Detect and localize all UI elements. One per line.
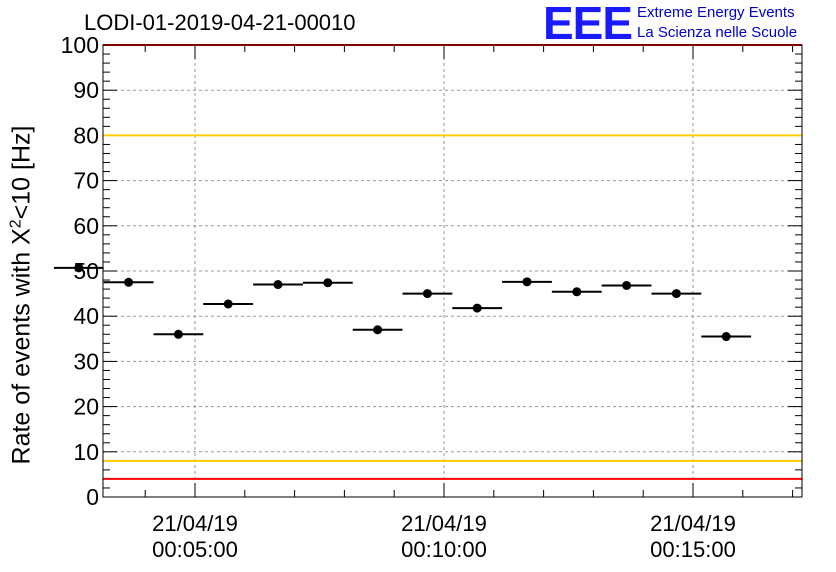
y-tick-label: 70 bbox=[73, 168, 99, 194]
data-point bbox=[622, 280, 632, 290]
x-tick-time: 00:05:00 bbox=[152, 537, 238, 562]
data-point bbox=[522, 277, 532, 287]
data-point bbox=[472, 303, 482, 313]
y-tick-label: 40 bbox=[73, 303, 99, 329]
logo-line-2: La Scienza nelle Scuole bbox=[637, 24, 798, 41]
data-point bbox=[572, 287, 582, 297]
y-tick-label: 90 bbox=[73, 77, 99, 103]
logo-caption: Extreme Energy Events La Scienza nelle S… bbox=[637, 3, 797, 43]
y-tick-label: 0 bbox=[86, 484, 99, 510]
data-point bbox=[422, 289, 432, 299]
data-point bbox=[273, 280, 283, 290]
y-tick-label: 10 bbox=[73, 439, 99, 465]
y-tick-label: 100 bbox=[61, 32, 99, 58]
data-point bbox=[124, 277, 134, 287]
data-point bbox=[173, 329, 183, 339]
data-point bbox=[223, 299, 233, 309]
data-point bbox=[323, 278, 333, 288]
x-tick-date: 21/04/19 bbox=[152, 511, 238, 536]
eee-logo: EEE bbox=[543, 0, 633, 49]
x-tick-time: 00:10:00 bbox=[401, 537, 487, 562]
x-tick-date: 21/04/19 bbox=[401, 511, 487, 536]
data-point bbox=[74, 263, 84, 273]
y-tick-label: 80 bbox=[73, 122, 99, 148]
data-point bbox=[373, 325, 383, 335]
plot-frame bbox=[102, 44, 803, 498]
y-tick-label: 30 bbox=[73, 348, 99, 374]
data-point bbox=[721, 332, 731, 342]
y-tick-label: 20 bbox=[73, 394, 99, 420]
x-tick-date: 21/04/19 bbox=[650, 511, 736, 536]
x-tick-time: 00:15:00 bbox=[650, 537, 736, 562]
data-point bbox=[671, 289, 681, 299]
logo-line-1: Extreme Energy Events bbox=[637, 4, 795, 21]
y-tick-label: 60 bbox=[73, 213, 99, 239]
chart-title: LODI-01-2019-04-21-00010 bbox=[84, 10, 356, 35]
